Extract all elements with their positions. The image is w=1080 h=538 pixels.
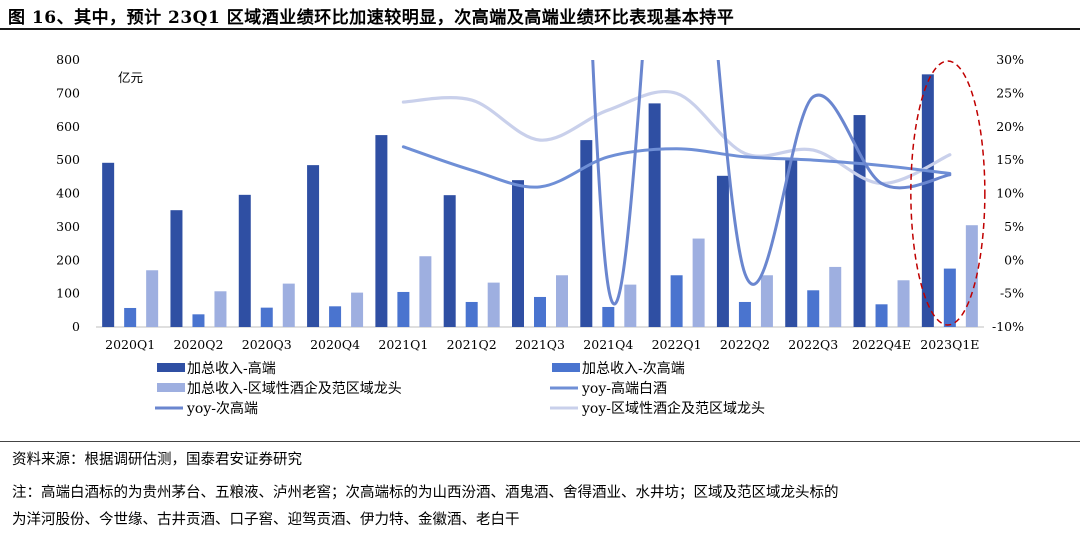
x-tick-label: 2022Q4E (852, 337, 911, 352)
bar (692, 238, 705, 327)
bar (807, 290, 820, 327)
x-tick-label: 2022Q3 (788, 337, 838, 352)
y-right-tick-label: -5% (1000, 286, 1024, 301)
y-right-tick-label: 0% (1004, 252, 1024, 267)
y-left-tick-label: 500 (56, 152, 80, 167)
bar (897, 280, 910, 327)
y-left-tick-label: 0 (72, 319, 80, 334)
chart: 0 100 200 300 400 500 600 700 800 -10% -5% 0% 5% 10% 1… (56, 52, 1024, 417)
title-bar: 图 16、其中，预计 23Q1 区域酒业绩环比加速较明显，次高端及高端业绩环比表… (0, 0, 1080, 30)
bar (192, 314, 205, 327)
bar (580, 140, 593, 327)
legend-label: yoy-次高端 (186, 400, 258, 417)
y-left-tick-label: 200 (56, 252, 80, 267)
legend-label: yoy-区域性酒企及范区域龙头 (581, 400, 765, 417)
x-tick-label: 2020Q3 (242, 337, 292, 352)
y-left-tick-label: 400 (56, 186, 80, 201)
legend-swatch (157, 383, 185, 392)
bar (487, 282, 500, 327)
y-left-tick-label: 600 (56, 119, 80, 134)
bar (397, 291, 410, 327)
highlight (910, 60, 986, 326)
series-line (401, 145, 952, 189)
bar (624, 284, 637, 327)
x-tick-label: 2021Q4 (583, 337, 633, 352)
bar (943, 268, 956, 327)
y-right-tick-label: 20% (996, 119, 1024, 134)
bar (146, 270, 159, 327)
axes: 0 100 200 300 400 500 600 700 800 -10% -5% 0% 5% 10% 1… (56, 52, 1024, 352)
legend-label: 加总收入-次高端 (582, 360, 685, 377)
y-right-tick-label: -10% (992, 319, 1024, 334)
figure-title: 图 16、其中，预计 23Q1 区域酒业绩环比加速较明显，次高端及高端业绩环比表… (8, 8, 735, 28)
footnote-line-1: 注：高端白酒标的为贵州茅台、五粮液、泸州老窖；次高端标的为山西汾酒、酒鬼酒、舍得… (12, 485, 839, 501)
bar (534, 296, 546, 327)
series-line (401, 90, 952, 186)
x-tick-label: 2021Q2 (447, 337, 497, 352)
x-tick-label: 2022Q1 (652, 337, 702, 352)
y-left-tick-label: 300 (56, 219, 80, 234)
x-tick-label: 2020Q2 (173, 337, 223, 352)
bar (670, 275, 683, 327)
bar (419, 256, 432, 327)
series-line (591, 60, 952, 306)
highlight-ellipse (910, 60, 986, 326)
bar (648, 103, 661, 327)
y-left-tick-label: 100 (56, 286, 80, 301)
bars (102, 74, 978, 327)
bar (307, 165, 320, 327)
bar (124, 307, 137, 327)
x-tick-label: 2020Q1 (105, 337, 155, 352)
x-tick-label: 2022Q2 (720, 337, 770, 352)
y-left-tick-label: 700 (56, 85, 80, 100)
y-right-tick-label: 5% (1004, 219, 1024, 234)
y-left-tick-label: 800 (56, 52, 80, 67)
legend-swatch (552, 363, 580, 372)
bar (375, 135, 388, 327)
bar (921, 74, 934, 327)
x-tick-label: 2021Q3 (515, 337, 565, 352)
legend-swatch (157, 363, 185, 372)
divider (0, 441, 1080, 442)
bar (443, 195, 456, 327)
legend-label: 加总收入-高端 (187, 360, 276, 377)
y-right-tick-label: 30% (996, 52, 1024, 67)
y-right-tick-label: 25% (996, 85, 1024, 100)
bar (875, 304, 888, 327)
y-right-tick-label: 10% (996, 186, 1024, 201)
bar (556, 275, 568, 327)
x-tick-label: 2021Q1 (378, 337, 428, 352)
legend-label: 加总收入-区域性酒企及范区域龙头 (187, 380, 402, 397)
bar (716, 175, 729, 327)
y-right-tick-label: 15% (996, 152, 1024, 167)
source-note: 资料来源：根据调研估测，国泰君安证券研究 (12, 452, 302, 468)
bar (760, 275, 773, 327)
bar (260, 307, 273, 327)
bar (282, 283, 295, 327)
bar (351, 292, 364, 327)
lines (401, 60, 952, 306)
bar (853, 115, 866, 327)
bar (829, 266, 842, 327)
bar (329, 306, 342, 327)
legend-label: yoy-高端白酒 (581, 380, 667, 397)
footnote-line-2: 为洋河股份、今世缘、古井贡酒、口子窖、迎驾贡酒、伊力特、金徽酒、老白干 (12, 512, 520, 528)
bar (512, 180, 524, 327)
x-tick-label: 2020Q4 (310, 337, 360, 352)
bar (238, 194, 251, 327)
bar (170, 210, 183, 327)
bar (785, 160, 798, 327)
bar (738, 301, 751, 327)
bar (214, 291, 227, 327)
bar (465, 301, 478, 327)
x-tick-label: 2023Q1E (920, 337, 979, 352)
bar (102, 162, 115, 327)
unit-label: 亿元 (118, 70, 143, 85)
bar (602, 306, 615, 327)
